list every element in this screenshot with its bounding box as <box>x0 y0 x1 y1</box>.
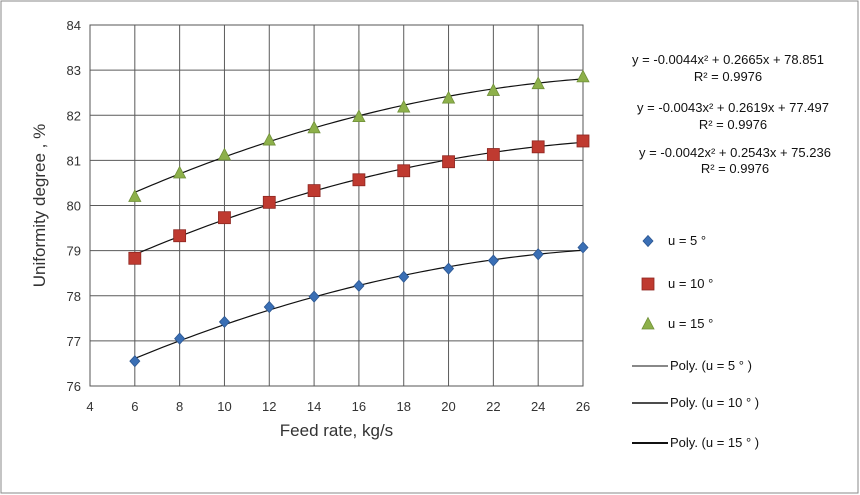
x-tick-label: 12 <box>262 399 276 414</box>
data-point-diamond <box>443 262 455 275</box>
x-tick-label: 24 <box>531 399 545 414</box>
trend-equation: y = -0.0044x² + 0.2665x + 78.851 <box>632 52 824 67</box>
data-point-square <box>531 140 545 154</box>
x-axis-title: Feed rate, kg/s <box>280 421 393 440</box>
data-point-triangle <box>128 189 142 202</box>
y-tick-label: 83 <box>67 63 81 78</box>
y-tick-label: 79 <box>67 244 81 259</box>
data-point-diamond <box>398 270 410 283</box>
data-point-triangle <box>352 109 366 123</box>
r-squared: R² = 0.9976 <box>701 161 769 176</box>
data-point-square <box>307 184 321 198</box>
trend-equation: y = -0.0043x² + 0.2619x + 77.497 <box>637 100 829 115</box>
legend-label: Poly. (u = 5 ° ) <box>670 358 752 373</box>
y-tick-label: 81 <box>67 153 81 168</box>
legend-label: Poly. (u = 10 ° ) <box>670 395 759 410</box>
legend-label: u = 15 ° <box>668 316 713 331</box>
data-point-triangle <box>486 83 501 96</box>
data-point-diamond <box>218 315 230 329</box>
data-point-triangle <box>172 165 187 179</box>
trend-equation: y = -0.0042x² + 0.2543x + 75.236 <box>639 145 831 160</box>
x-tick-label: 8 <box>176 399 183 414</box>
x-tick-label: 18 <box>396 399 410 414</box>
y-tick-label: 82 <box>67 108 81 123</box>
x-tick-label: 4 <box>86 399 93 414</box>
data-point-square <box>173 229 187 243</box>
data-point-square <box>352 173 366 187</box>
data-point-diamond <box>532 248 544 261</box>
trend-equations: y = -0.0044x² + 0.2665x + 78.851 R² = 0.9… <box>632 52 831 176</box>
y-tick-label: 84 <box>67 18 81 33</box>
data-point-triangle <box>531 76 545 90</box>
y-tick-label: 80 <box>67 199 81 214</box>
data-point-triangle <box>307 120 321 134</box>
plot-area <box>89 24 584 387</box>
data-point-triangle <box>262 132 276 146</box>
data-point-diamond <box>129 355 141 368</box>
data-point-triangle <box>217 147 232 161</box>
legend-label: Poly. (u = 15 ° ) <box>670 435 759 450</box>
y-axis-title: Uniformity degree , % <box>30 124 49 287</box>
data-point-square <box>128 251 142 265</box>
y-tick-label: 78 <box>67 289 81 304</box>
x-tick-label: 22 <box>486 399 500 414</box>
r-squared: R² = 0.9976 <box>699 117 767 132</box>
data-markers <box>128 69 590 368</box>
y-tick-label: 76 <box>67 379 81 394</box>
data-point-square <box>486 148 500 161</box>
r-squared: R² = 0.9976 <box>694 69 762 84</box>
x-tick-label: 14 <box>307 399 321 414</box>
data-point-square <box>262 195 276 209</box>
data-point-triangle <box>441 90 456 104</box>
data-point-diamond <box>174 332 186 345</box>
data-point-square <box>576 134 590 148</box>
data-point-diamond <box>353 279 365 292</box>
data-point-diamond <box>577 241 589 254</box>
legend: u = 5 ° u = 10 ° u = 15 ° Poly. (u = 5 ° ) P… <box>632 233 759 450</box>
x-tick-label: 20 <box>441 399 455 414</box>
data-point-square <box>397 164 411 178</box>
data-point-triangle <box>397 99 411 113</box>
legend-marker-square <box>641 277 655 291</box>
x-tick-label: 10 <box>217 399 231 414</box>
data-point-diamond <box>487 254 499 267</box>
data-point-square <box>218 211 231 225</box>
legend-label: u = 5 ° <box>668 233 706 248</box>
legend-marker-diamond <box>642 234 654 248</box>
x-tick-label: 16 <box>352 399 366 414</box>
y-tick-label: 77 <box>67 334 81 349</box>
data-point-triangle <box>576 69 590 83</box>
data-point-diamond <box>263 300 275 314</box>
data-point-diamond <box>308 290 320 303</box>
legend-marker-triangle <box>641 316 655 330</box>
x-tick-label: 6 <box>131 399 138 414</box>
x-tick-label: 26 <box>576 399 590 414</box>
data-point-square <box>442 155 455 169</box>
tick-labels: 4 6 8 10 12 14 16 18 20 22 24 26 76 77 78 79 80 81 82 83 84 <box>67 18 591 414</box>
legend-label: u = 10 ° <box>668 276 713 291</box>
